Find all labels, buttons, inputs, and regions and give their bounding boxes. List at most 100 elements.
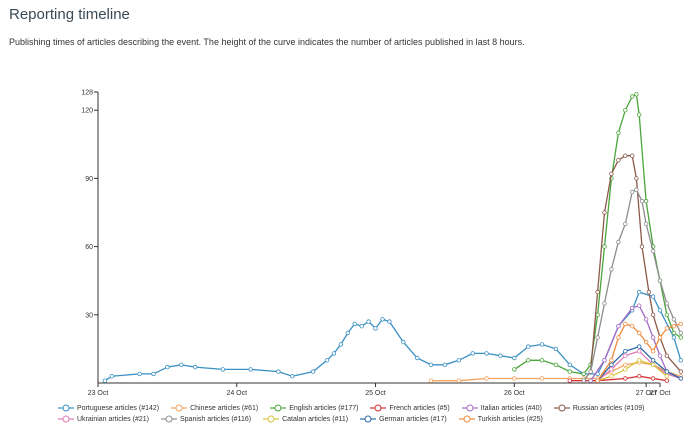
data-point: [512, 367, 517, 372]
data-point: [456, 358, 461, 363]
legend-label: German articles (#17): [379, 415, 447, 423]
data-point: [192, 364, 198, 370]
data-point: [616, 324, 621, 329]
data-point: [664, 374, 670, 379]
legend-marker-icon: [270, 404, 287, 412]
series-line[interactable]: [569, 375, 668, 382]
data-point: [637, 374, 642, 379]
data-point: [415, 355, 420, 361]
data-point: [595, 289, 600, 295]
legend-item[interactable]: Portuguese articles (#142): [58, 404, 159, 412]
data-point: [567, 378, 572, 383]
legend-item[interactable]: Catalan articles (#11): [263, 415, 348, 423]
data-point: [678, 358, 683, 363]
legend-item[interactable]: Chinese articles (#61): [171, 404, 258, 412]
series-line[interactable]: [597, 359, 668, 382]
data-point: [678, 369, 683, 374]
data-point: [650, 349, 656, 354]
series-line[interactable]: [583, 155, 682, 382]
data-point: [643, 221, 649, 227]
data-point: [637, 349, 642, 354]
data-point: [526, 344, 531, 349]
legend-item[interactable]: Turkish articles (#25): [458, 415, 543, 423]
data-point: [671, 330, 677, 336]
data-point: [484, 351, 489, 356]
data-point: [623, 353, 628, 358]
series-5[interactable]: [581, 153, 683, 383]
y-tick-label: 60: [85, 244, 93, 251]
data-point: [671, 324, 677, 329]
legend-marker-icon: [360, 415, 377, 423]
data-point: [616, 157, 621, 163]
legend-item[interactable]: French articles (#5): [370, 404, 450, 412]
data-point: [602, 210, 607, 215]
legend-item[interactable]: Italian articles (#40): [461, 404, 542, 412]
data-point: [484, 376, 489, 381]
data-point: [109, 374, 115, 379]
legend-marker-icon: [370, 404, 387, 412]
legend-marker-icon: [553, 404, 570, 412]
data-point: [657, 278, 663, 283]
data-point: [609, 367, 614, 372]
data-point: [623, 321, 628, 327]
data-point: [643, 339, 649, 345]
data-point: [595, 335, 600, 340]
data-point: [637, 289, 642, 295]
data-point: [310, 369, 316, 374]
data-point: [650, 312, 656, 317]
chart-series[interactable]: [102, 92, 683, 383]
data-point: [526, 358, 531, 363]
data-point: [512, 376, 517, 381]
legend-item[interactable]: German articles (#17): [360, 415, 447, 423]
series-line[interactable]: [513, 93, 682, 375]
x-tick-label: 26 Oct: [504, 390, 525, 397]
data-point: [539, 342, 545, 347]
legend-item[interactable]: Russian articles (#109): [553, 404, 645, 412]
data-point: [678, 321, 683, 327]
data-point: [634, 92, 639, 97]
data-point: [650, 376, 656, 381]
legend-label: Turkish articles (#25): [477, 415, 543, 423]
data-point: [137, 371, 142, 377]
data-point: [102, 378, 108, 383]
data-point: [595, 378, 600, 383]
data-point: [664, 369, 670, 374]
data-point: [401, 339, 406, 345]
legend-label: Russian articles (#109): [572, 404, 645, 412]
legend-item[interactable]: Ukrainian articles (#21): [58, 415, 149, 423]
series-10[interactable]: [595, 321, 683, 383]
data-point: [442, 362, 448, 367]
data-point: [639, 198, 645, 204]
data-point: [373, 326, 378, 331]
data-point: [650, 294, 656, 299]
legend-marker-icon: [58, 404, 74, 412]
data-point: [657, 308, 663, 313]
data-point: [630, 189, 635, 195]
data-point: [331, 351, 337, 356]
series-0[interactable]: [102, 289, 683, 383]
data-point: [553, 362, 559, 367]
data-point: [637, 330, 642, 336]
data-point: [609, 358, 614, 363]
data-point: [567, 362, 572, 367]
data-point: [581, 378, 586, 383]
data-point: [639, 244, 645, 249]
data-point: [650, 362, 656, 367]
series-2[interactable]: [512, 92, 683, 377]
data-point: [456, 378, 461, 383]
data-point: [637, 344, 642, 349]
data-point: [643, 317, 649, 322]
series-line[interactable]: [590, 304, 682, 382]
legend-label: Spanish articles (#116): [179, 415, 252, 423]
data-point: [664, 326, 670, 331]
data-point: [623, 107, 628, 113]
series-line[interactable]: [583, 188, 682, 382]
data-point: [539, 358, 545, 363]
legend-item[interactable]: English articles (#177): [270, 404, 358, 412]
series-7[interactable]: [581, 187, 683, 383]
x-tick-label: 27 Oct: [650, 390, 671, 397]
data-point: [553, 346, 559, 352]
legend-item[interactable]: Spanish articles (#116): [160, 415, 252, 423]
data-point: [678, 335, 683, 340]
data-point: [671, 335, 677, 340]
